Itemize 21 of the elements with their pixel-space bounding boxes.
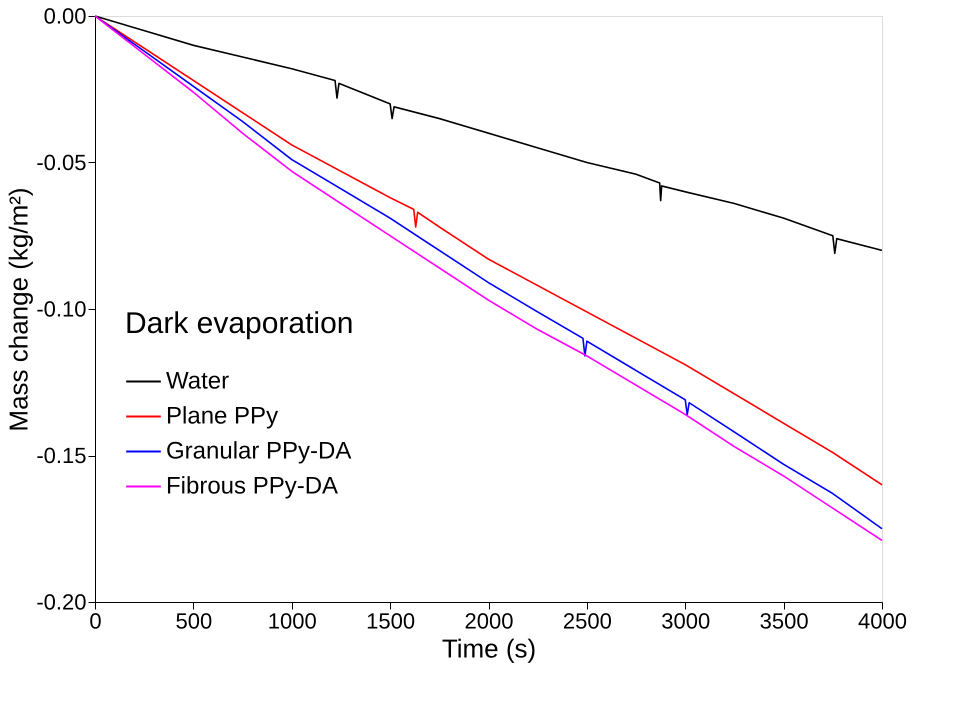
- x-tick-label: 2500: [562, 608, 612, 634]
- x-tick-label: 500: [176, 608, 212, 634]
- x-tick-label: 1500: [366, 608, 416, 634]
- x-tick-label: 1000: [268, 608, 317, 634]
- legend-label: Plane PPy: [166, 402, 278, 430]
- y-tick-label: -0.10: [36, 296, 86, 322]
- x-tick-label: 3500: [760, 608, 809, 634]
- y-tick-label: -0.20: [36, 590, 86, 614]
- legend-label: Water: [166, 368, 230, 394]
- y-tick-label: -0.05: [36, 150, 86, 175]
- legend-label: Granular PPy-DA: [166, 438, 352, 464]
- legend-title: Dark evaporation: [125, 307, 354, 340]
- y-tick-label: -0.15: [36, 443, 86, 468]
- x-tick-label: 4000: [858, 608, 907, 634]
- x-tick-label: 2000: [464, 608, 514, 634]
- x-axis-title: Time (s): [442, 634, 536, 664]
- y-axis-title: Mass change (kg/m²): [3, 187, 34, 432]
- y-tick-label: 0.00: [44, 4, 86, 28]
- legend-label: Fibrous PPy-DA: [166, 472, 338, 500]
- x-tick-label: 3000: [661, 608, 710, 634]
- x-tick-label: 0: [89, 608, 102, 634]
